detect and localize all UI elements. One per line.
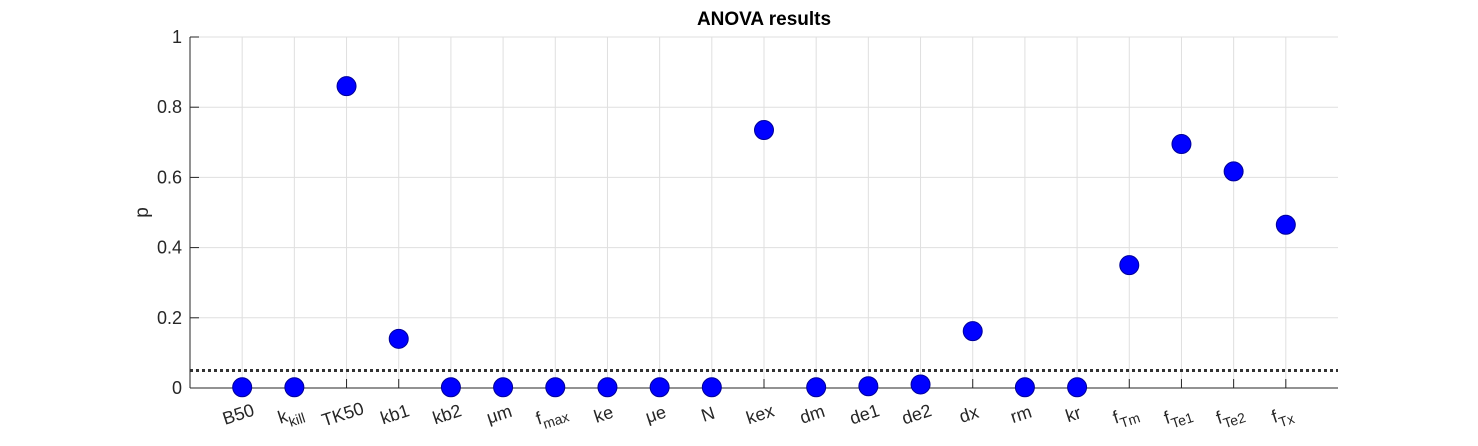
y-tick-label: 0.8 — [157, 97, 182, 117]
x-tick-label: ke — [591, 402, 615, 427]
grid-lines — [190, 36, 1338, 389]
x-tick-label: fTe1 — [1161, 400, 1195, 432]
x-tick-label: TK50 — [319, 398, 366, 430]
x-tick-label: kr — [1063, 402, 1083, 426]
x-tick-label: kkill — [275, 401, 307, 433]
y-tick-label: 0 — [172, 378, 182, 398]
y-tick-label: 1 — [172, 27, 182, 47]
data-point — [232, 377, 253, 398]
data-point — [597, 377, 618, 398]
data-point — [493, 377, 514, 398]
data-point — [1171, 134, 1192, 155]
x-tick-label: rm — [1008, 402, 1034, 428]
x-tick-label: kb1 — [378, 400, 412, 428]
data-point — [440, 377, 461, 398]
data-point — [1067, 377, 1088, 398]
data-point — [806, 377, 827, 398]
data-point — [910, 374, 931, 395]
data-point — [962, 321, 983, 342]
x-tick-label: μe — [643, 402, 669, 427]
data-point — [754, 120, 774, 141]
data-point — [1014, 377, 1035, 398]
x-tick-label: fTx — [1269, 402, 1296, 432]
data-point — [336, 76, 357, 97]
y-tick-label: 0.6 — [157, 167, 182, 187]
x-tick-label: dm — [797, 401, 827, 428]
x-tick-label: fmax — [533, 400, 571, 434]
data-points — [232, 76, 1296, 398]
y-tick-labels: 0 0.2 0.4 0.6 0.8 1 — [157, 27, 182, 398]
x-tick-label: kex — [744, 400, 777, 428]
x-tick-label: N — [699, 403, 718, 426]
data-point — [858, 376, 879, 397]
y-tick-label: 0.2 — [157, 308, 182, 328]
x-tick-label: de2 — [899, 400, 934, 428]
data-point — [545, 377, 566, 398]
x-tick-label: dx — [957, 402, 981, 427]
x-tick-label: de1 — [847, 400, 882, 428]
chart-title: ANOVA results — [697, 9, 831, 30]
x-tick-label: fTm — [1110, 401, 1142, 433]
data-point — [649, 377, 670, 398]
x-tick-label: B50 — [220, 400, 257, 429]
y-tick-label: 0.4 — [157, 238, 182, 258]
data-point — [1223, 161, 1244, 182]
data-point — [284, 377, 305, 398]
data-point — [1275, 214, 1296, 235]
x-tick-label: kb2 — [430, 400, 464, 428]
y-axis-label: p — [132, 207, 153, 218]
x-tick-label: μm — [484, 401, 514, 428]
data-point — [701, 377, 722, 398]
x-tick-label: fTe2 — [1214, 400, 1248, 432]
data-point — [388, 328, 409, 349]
data-point — [1119, 255, 1140, 276]
